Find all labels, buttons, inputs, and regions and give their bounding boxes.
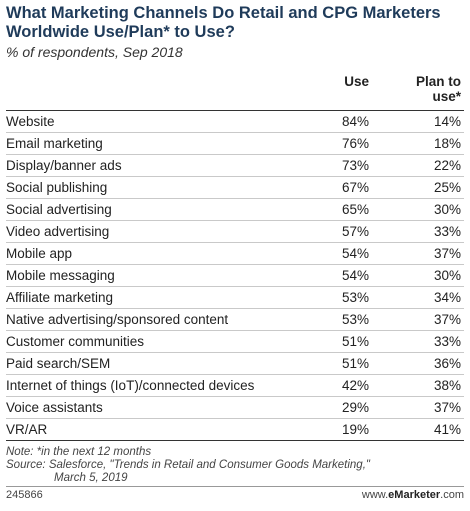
source-text-continued: March 5, 2019 (54, 472, 128, 484)
column-header-plan-line2: use* (432, 89, 461, 104)
plan-value: 37% (433, 400, 461, 415)
table-row: Paid search/SEM 51% 36% (6, 353, 464, 375)
table-row: Internet of things (IoT)/connected devic… (6, 375, 464, 397)
column-header-plan: Plan to use* (416, 74, 461, 104)
notes-block: Note: *in the next 12 months Source: Sal… (6, 446, 370, 485)
plan-value: 34% (433, 290, 461, 305)
plan-value: 41% (433, 422, 461, 437)
brand-suffix: .com (440, 489, 464, 501)
table-row: Video advertising 57% 33% (6, 221, 464, 243)
note-text: Note: *in the next 12 months (6, 446, 152, 458)
row-label: Social publishing (6, 180, 108, 195)
footer-rule (6, 486, 464, 487)
source-text: Source: Salesforce, "Trends in Retail an… (6, 459, 370, 471)
table-row: VR/AR 19% 41% (6, 419, 464, 441)
plan-value: 33% (433, 334, 461, 349)
use-value: 73% (341, 158, 369, 173)
plan-value: 14% (433, 114, 461, 129)
column-header-plan-line1: Plan to (415, 74, 461, 89)
use-value: 19% (341, 422, 369, 437)
table-row: Social advertising 65% 30% (6, 199, 464, 221)
table-row: Customer communities 51% 33% (6, 331, 464, 353)
use-value: 76% (341, 136, 369, 151)
chart-id: 245866 (6, 489, 43, 501)
use-value: 29% (341, 400, 369, 415)
row-label: Affiliate marketing (6, 290, 114, 305)
row-label: Mobile messaging (6, 268, 115, 283)
table-row: Affiliate marketing 53% 34% (6, 287, 464, 309)
use-value: 42% (341, 378, 369, 393)
row-label: Video advertising (6, 224, 110, 239)
use-value: 51% (341, 356, 369, 371)
table-row: Email marketing 76% 18% (6, 133, 464, 155)
data-table: Website 84% 14% Email marketing 76% 18% Displa… (6, 111, 464, 441)
row-label: Website (6, 114, 55, 129)
plan-value: 33% (433, 224, 461, 239)
table-row: Mobile messaging 54% 30% (6, 265, 464, 287)
brand-prefix: www. (361, 489, 389, 501)
chart-title: What Marketing Channels Do Retail and CP… (6, 4, 441, 41)
row-label: Internet of things (IoT)/connected devic… (6, 378, 255, 393)
plan-value: 30% (433, 268, 461, 283)
row-label: Mobile app (6, 246, 73, 261)
row-label: Display/banner ads (6, 158, 122, 173)
use-value: 54% (341, 268, 369, 283)
header-rule (6, 110, 464, 111)
row-label: Native advertising/sponsored content (6, 312, 229, 327)
table-row: Native advertising/sponsored content 53% 3… (6, 309, 464, 331)
plan-value: 25% (433, 180, 461, 195)
row-label: VR/AR (6, 422, 48, 437)
use-value: 54% (341, 246, 369, 261)
use-value: 57% (341, 224, 369, 239)
use-value: 84% (341, 114, 369, 129)
plan-value: 38% (433, 378, 461, 393)
row-label: Email marketing (6, 136, 103, 151)
brand-name: eMarketer (388, 489, 441, 501)
column-header-use: Use (344, 74, 369, 89)
table-row: Website 84% 14% (6, 111, 464, 133)
table-row: Social publishing 67% 25% (6, 177, 464, 199)
plan-value: 18% (433, 136, 461, 151)
row-label: Customer communities (6, 334, 145, 349)
table-row: Voice assistants 29% 37% (6, 397, 464, 419)
table-row: Display/banner ads 73% 22% (6, 155, 464, 177)
row-label: Voice assistants (6, 400, 103, 415)
use-value: 53% (341, 312, 369, 327)
table-row: Mobile app 54% 37% (6, 243, 464, 265)
plan-value: 37% (433, 312, 461, 327)
brand-link[interactable]: www.eMarketer.com (362, 489, 464, 501)
use-value: 67% (341, 180, 369, 195)
use-value: 51% (341, 334, 369, 349)
plan-value: 36% (433, 356, 461, 371)
plan-value: 37% (433, 246, 461, 261)
row-label: Social advertising (6, 202, 112, 217)
use-value: 53% (341, 290, 369, 305)
plan-value: 30% (433, 202, 461, 217)
row-label: Paid search/SEM (6, 356, 111, 371)
use-value: 65% (341, 202, 369, 217)
plan-value: 22% (433, 158, 461, 173)
chart-subtitle: % of respondents, Sep 2018 (6, 44, 183, 60)
